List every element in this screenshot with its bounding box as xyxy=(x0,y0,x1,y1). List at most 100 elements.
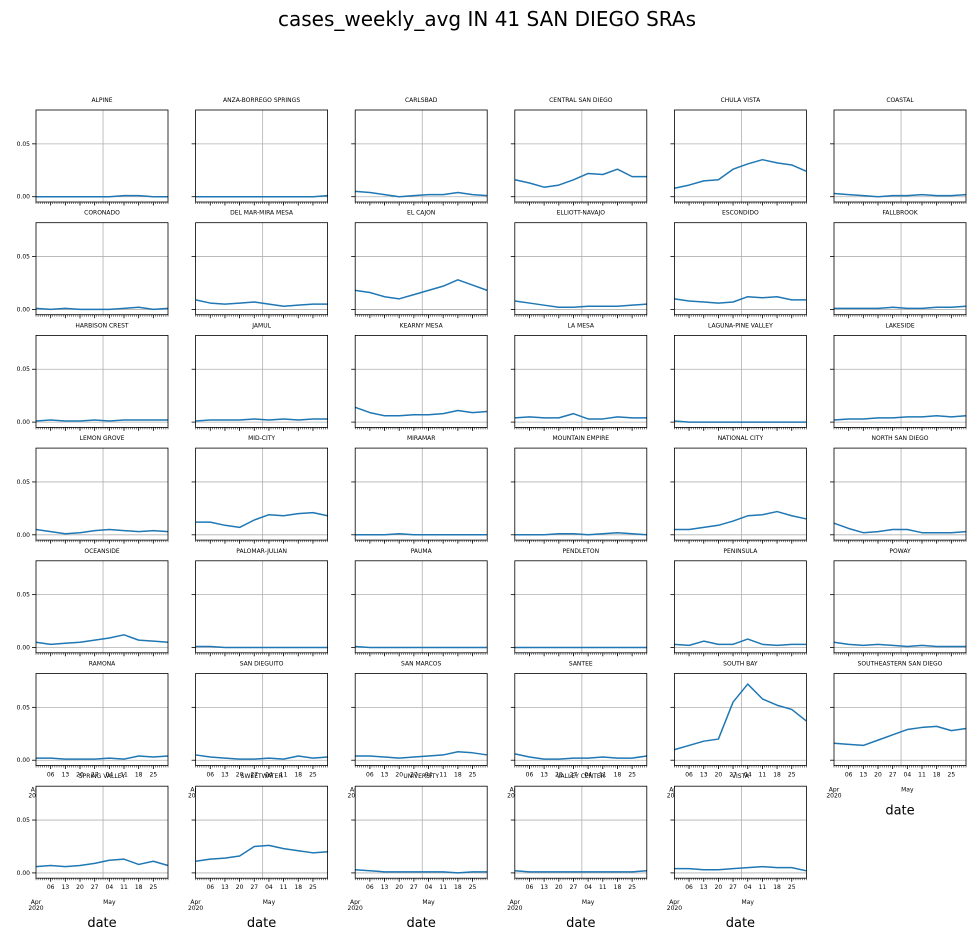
panel-title: SPRING VALLEY xyxy=(79,773,126,780)
x-tick-label: 18 xyxy=(773,884,781,891)
panel-background xyxy=(514,786,647,879)
x-month-label: May xyxy=(263,899,276,906)
x-tick-label: 20 xyxy=(236,884,244,891)
series-line-central-san-diego xyxy=(514,168,647,188)
series-line-lakeside xyxy=(833,415,967,421)
panel-title: ANZA-BORREGO SPRINGS xyxy=(223,97,300,104)
panel-frame xyxy=(354,673,488,766)
panel-background xyxy=(36,335,168,428)
panel-title: PAUMA xyxy=(411,548,433,555)
panel-frame xyxy=(833,334,967,428)
series-line-carlsbad xyxy=(355,190,488,198)
x-tick-label: 11 xyxy=(439,772,447,779)
panel-alpine: ALPINE 0.00 0.05 xyxy=(17,97,169,206)
series-line-jamul xyxy=(195,418,328,422)
panel-frame xyxy=(195,109,329,203)
panel-frame xyxy=(514,222,648,316)
x-tick-label: 04 xyxy=(744,772,752,779)
panel-title: CARLSBAD xyxy=(405,97,438,104)
panel-escondido: ESCONDIDO xyxy=(670,210,807,319)
x-month-label: May xyxy=(901,787,914,794)
series-line-spring-valley xyxy=(35,858,169,868)
panel-background xyxy=(355,786,488,879)
x-axis-label: date xyxy=(407,916,436,931)
panel-frame xyxy=(35,560,169,654)
panel-frame xyxy=(674,785,807,879)
panel-background xyxy=(674,786,807,879)
panel-title: PENINSULA xyxy=(723,548,758,555)
panel-laguna-pine-valley: LAGUNA-PINE VALLEY xyxy=(670,322,807,431)
panel-frame xyxy=(195,560,329,654)
x-month-label: May xyxy=(582,899,595,906)
panel-background xyxy=(36,786,168,879)
series-line-oceanside xyxy=(35,634,169,646)
panel-title: LA MESA xyxy=(568,322,595,329)
panel-background xyxy=(195,448,328,541)
panel-frame xyxy=(514,447,648,541)
panel-frame xyxy=(833,560,967,654)
x-tick-label: 25 xyxy=(469,884,477,891)
x-tick-label: 11 xyxy=(120,772,128,779)
panel-title: KEARNY MESA xyxy=(400,322,444,329)
series-line-coronado xyxy=(35,306,169,311)
panel-background xyxy=(355,110,488,202)
series-line-palomar-julian xyxy=(195,645,328,649)
x-tick-label: 13 xyxy=(540,772,548,779)
x-tick-label: 04 xyxy=(425,884,433,891)
panel-title: CORONADO xyxy=(84,210,120,217)
y-tick-label: 0.05 xyxy=(17,704,31,711)
x-tick-label: 27 xyxy=(570,772,578,779)
x-month-label: Apr xyxy=(190,899,201,906)
panel-background xyxy=(834,222,966,315)
y-tick-label: 0.00 xyxy=(17,645,31,652)
x-tick-label: 18 xyxy=(614,772,622,779)
panel-anza-borrego-springs: ANZA-BORREGO SPRINGS xyxy=(191,97,329,206)
x-tick-label: 18 xyxy=(933,772,941,779)
panel-background xyxy=(195,673,328,766)
series-line-poway xyxy=(833,641,966,648)
series-line-chula-vista xyxy=(674,158,807,189)
panel-background xyxy=(36,222,168,315)
panel-title: MOUNTAIN EMPIRE xyxy=(553,435,610,442)
x-tick-label: 13 xyxy=(860,772,868,779)
x-tick-label: 25 xyxy=(788,772,796,779)
series-line-southeastern-san-diego xyxy=(833,725,967,747)
series-line-north-san-diego xyxy=(833,522,967,534)
y-tick-label: 0.00 xyxy=(17,306,31,313)
panel-background xyxy=(36,448,168,541)
x-tick-label: 11 xyxy=(759,772,767,779)
panel-title: COASTAL xyxy=(886,97,914,104)
series-line-laguna-pine-valley xyxy=(674,420,807,423)
x-tick-label: 11 xyxy=(280,884,288,891)
x-tick-label: 20 xyxy=(76,772,84,779)
panel-background xyxy=(36,560,168,653)
panel-del-mar-mira-mesa: DEL MAR-MIRA MESA xyxy=(191,210,329,319)
x-tick-label: 20 xyxy=(395,772,403,779)
x-tick-label: 04 xyxy=(584,884,592,891)
x-tick-label: 25 xyxy=(150,772,158,779)
panel-background xyxy=(514,222,647,315)
x-year-label: 2020 xyxy=(507,905,522,912)
x-tick-label: 04 xyxy=(265,772,273,779)
x-tick-label: 18 xyxy=(773,772,781,779)
panel-background xyxy=(514,673,647,766)
panel-background xyxy=(674,448,807,541)
panel-frame xyxy=(195,785,329,879)
x-tick-label: 13 xyxy=(221,884,229,891)
panel-title: ELLIOTT-NAVAJO xyxy=(557,210,606,217)
x-tick-label: 11 xyxy=(439,884,447,891)
panel-frame xyxy=(35,673,169,766)
y-tick-label: 0.00 xyxy=(17,870,31,877)
panel-mid-city: MID-CITY xyxy=(191,435,329,544)
panel-title: LAKESIDE xyxy=(885,322,915,329)
x-tick-label: 13 xyxy=(62,772,70,779)
series-line-santee xyxy=(514,753,647,760)
panel-palomar-julian: PALOMAR-JULIAN xyxy=(191,548,329,657)
panel-frame xyxy=(195,334,329,428)
x-tick-label: 06 xyxy=(526,772,534,779)
x-tick-label: 25 xyxy=(469,772,477,779)
panel-title: MID-CITY xyxy=(248,435,275,442)
x-tick-label: 20 xyxy=(555,772,563,779)
